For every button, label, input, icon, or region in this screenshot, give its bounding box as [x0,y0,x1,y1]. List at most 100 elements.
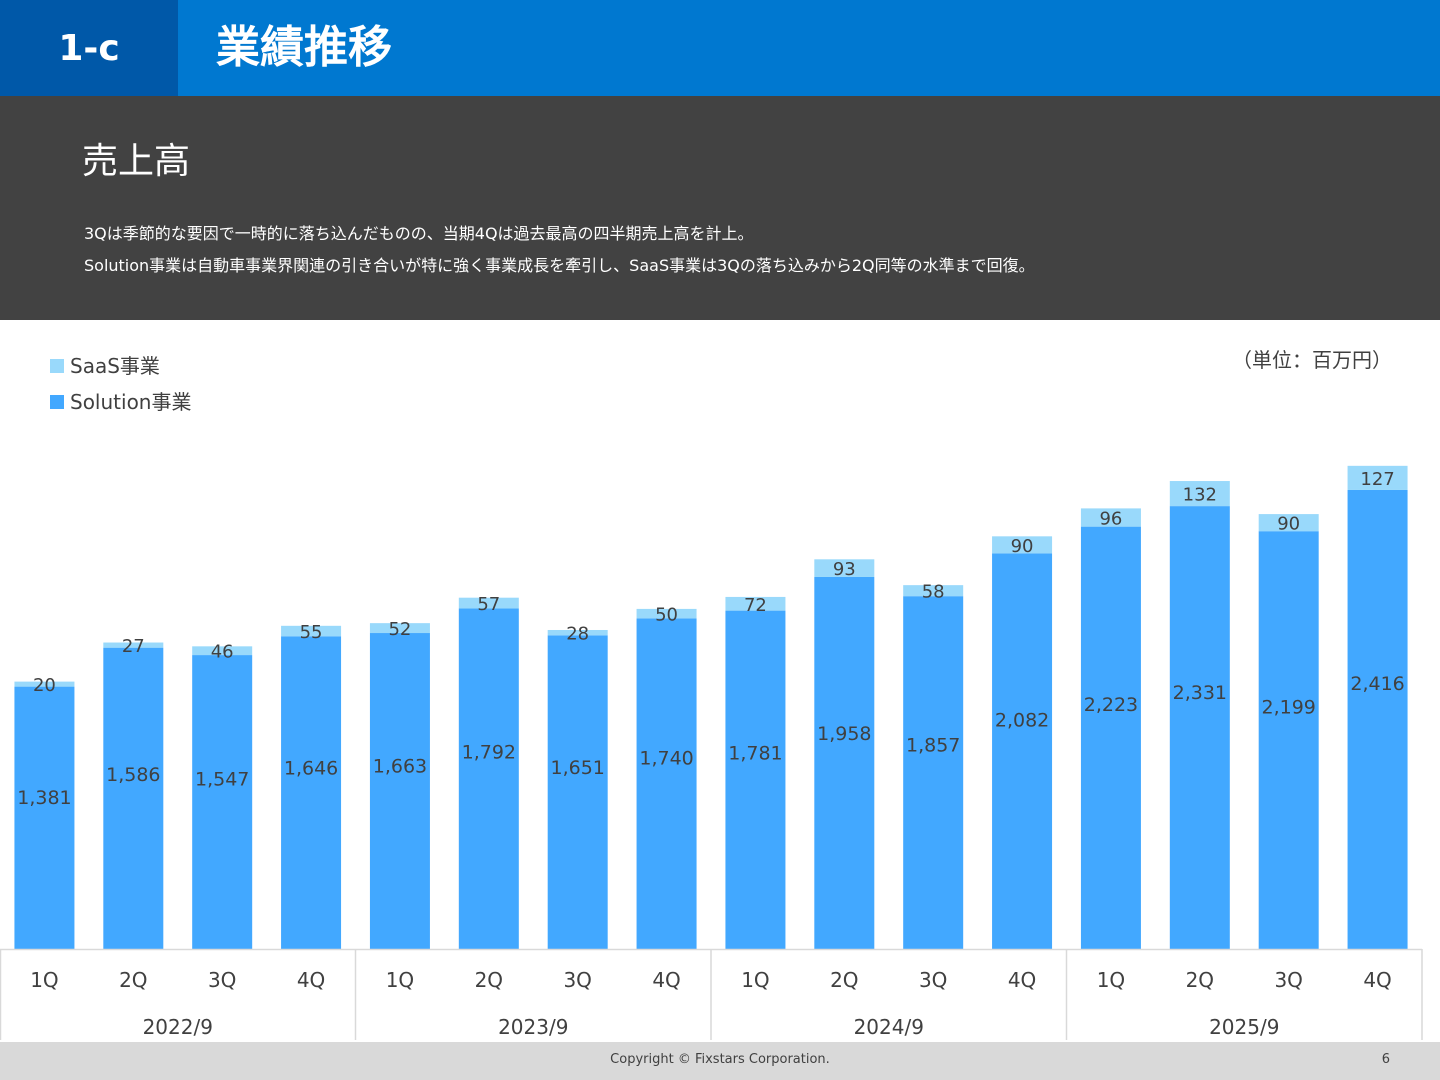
bar-saas [1080,508,1141,527]
data-label-saas: 50 [655,605,678,626]
data-label-solution: 1,646 [284,758,338,780]
data-label-solution: 2,416 [1350,673,1404,695]
bar-saas [992,536,1053,554]
bar-solution [725,610,786,949]
bar-solution [192,655,253,949]
bar-solution [903,596,964,949]
bar-solution [369,633,430,949]
bar-solution [281,636,342,949]
data-label-solution: 1,586 [106,764,160,786]
bar-solution [103,647,164,949]
x-group-label: 2022/9 [143,1015,213,1039]
bar-saas [14,681,75,687]
bar-solution [1169,506,1230,949]
legend-swatch-saas [50,359,64,373]
page-number: 6 [1381,1052,1390,1067]
data-label-saas: 28 [566,624,589,645]
x-tick-label: 1Q [30,968,58,992]
bar-saas [1347,465,1408,490]
bar-saas [369,623,430,634]
data-label-solution: 1,651 [550,757,604,779]
data-label-saas: 58 [922,582,945,603]
bar-solution [458,608,519,949]
legend-label-saas: SaaS事業 [70,353,160,378]
data-label-saas: 93 [833,559,856,580]
copyright-text: Copyright © Fixstars Corporation. [610,1052,830,1067]
bar-saas [814,559,875,577]
footer-bar: Copyright © Fixstars Corporation. 6 [0,1042,1440,1080]
bar-saas [547,629,608,636]
data-label-saas: 90 [1277,514,1300,535]
bar-saas [458,597,519,609]
summary-banner: 売上高 3Qは季節的な要因で一時的に落ち込んだものの、当期4Qは過去最高の四半期… [0,96,1440,320]
bar-solution [1258,531,1319,949]
summary-line-1: 3Qは季節的な要因で一時的に落ち込んだものの、当期4Qは過去最高の四半期売上高を… [84,224,754,243]
x-tick-label: 4Q [297,968,325,992]
header-bar: 1-c 業績推移 [0,0,1440,96]
bar-solution [1347,489,1408,949]
data-label-saas: 57 [477,594,500,615]
bar-saas [636,608,697,619]
data-label-solution: 1,740 [639,747,693,769]
data-label-solution: 1,857 [906,734,960,756]
x-tick-label: 3Q [563,968,591,992]
stacked-bar-chart: 1,381 20 1Q 1,586 27 2Q 1,547 46 3Q 1,646 55 4Q 1,66… [0,465,1423,1040]
data-label-saas: 72 [744,595,767,616]
x-tick-label: 4Q [1363,968,1391,992]
bar-saas [103,642,164,648]
bar-solution [636,618,697,949]
data-label-solution: 1,958 [817,723,871,745]
data-label-solution: 1,547 [195,769,249,791]
x-tick-label: 4Q [1008,968,1036,992]
data-label-solution: 2,331 [1173,682,1227,704]
bar-saas [192,646,253,656]
data-label-saas: 27 [122,636,145,657]
data-label-solution: 2,082 [995,710,1049,732]
banner-title: 売上高 [82,141,191,182]
bar-saas [725,596,786,611]
bar-solution [547,635,608,949]
x-tick-label: 1Q [741,968,769,992]
x-tick-label: 3Q [919,968,947,992]
data-label-saas: 55 [300,622,323,643]
x-tick-label: 2Q [1186,968,1214,992]
x-tick-label: 4Q [652,968,680,992]
legend-swatch-solution [50,395,64,409]
data-label-saas: 52 [388,619,411,640]
x-tick-label: 1Q [1097,968,1125,992]
data-label-solution: 1,792 [462,742,516,764]
bar-saas [903,585,964,597]
bar-saas [1169,481,1230,507]
data-label-solution: 1,781 [728,743,782,765]
x-tick-label: 2Q [830,968,858,992]
unit-label: （単位：百万円） [1232,348,1392,372]
bar-solution [1080,526,1141,949]
data-label-solution: 2,223 [1084,694,1138,716]
bar-solution [14,686,75,949]
data-label-saas: 20 [33,675,56,696]
bar-saas [281,625,342,637]
page-title: 業績推移 [216,22,392,73]
x-group-label: 2025/9 [1209,1015,1279,1039]
bar-solution [992,553,1053,949]
data-label-saas: 46 [211,642,234,663]
section-number: 1-c [0,0,178,96]
x-group-label: 2024/9 [854,1015,924,1039]
chart-legend: SaaS事業 Solution事業 [50,346,191,418]
legend-item-saas: SaaS事業 [50,346,191,382]
bar-solution [814,576,875,949]
data-label-saas: 96 [1099,509,1122,530]
data-label-saas: 127 [1360,469,1394,490]
data-label-solution: 2,199 [1261,697,1315,719]
data-label-saas: 90 [1011,536,1034,557]
x-tick-label: 3Q [208,968,236,992]
x-group-label: 2023/9 [498,1015,568,1039]
summary-line-2: Solution事業は自動車事業界関連の引き合いが特に強く事業成長を牽引し、Sa… [84,256,1035,275]
data-label-solution: 1,663 [373,756,427,778]
data-label-saas: 132 [1183,485,1217,506]
legend-item-solution: Solution事業 [50,382,191,418]
bar-saas [1258,514,1319,532]
x-tick-label: 2Q [475,968,503,992]
x-tick-label: 1Q [386,968,414,992]
x-tick-label: 2Q [119,968,147,992]
